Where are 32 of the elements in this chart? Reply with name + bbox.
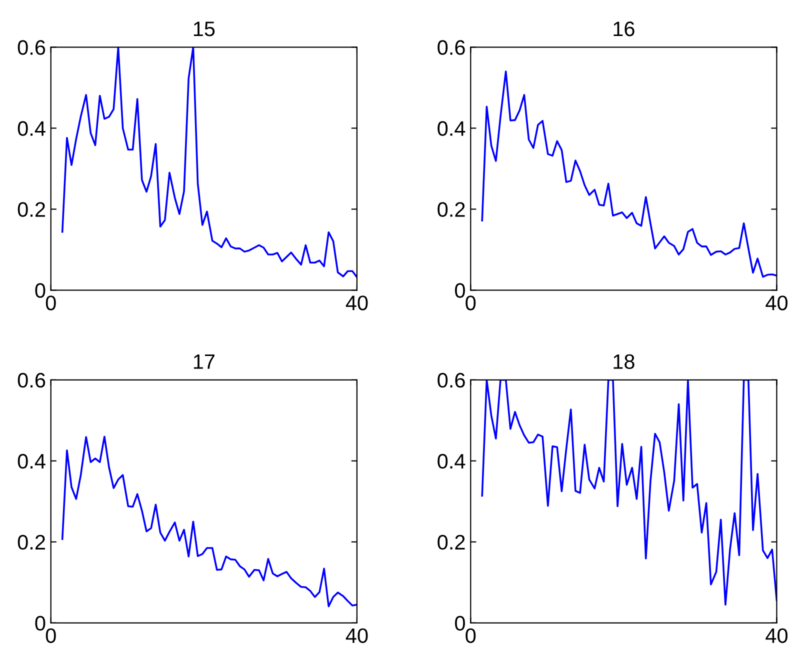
chart-title: 17 <box>194 354 214 369</box>
x-tick-label: 0 <box>46 628 56 644</box>
x-tick-label: 40 <box>346 296 368 310</box>
y-tick-label: 0.6 <box>18 40 46 55</box>
y-tick-label: 0.4 <box>438 454 466 469</box>
y-tick-label: 0.6 <box>438 40 465 55</box>
x-tick-label: 40 <box>766 296 788 310</box>
y-tick-label: 0.6 <box>18 372 46 388</box>
y-tick-label: 0 <box>455 283 465 298</box>
y-tick-label: 0 <box>455 616 465 631</box>
y-tick-label: 0.4 <box>438 121 466 136</box>
x-tick-label: 40 <box>346 628 368 644</box>
x-tick-label: 0 <box>466 296 476 310</box>
chart-title: 16 <box>614 22 634 36</box>
chart-title: 15 <box>194 22 215 36</box>
y-tick-label: 0.2 <box>18 534 45 550</box>
y-tick-label: 0.4 <box>18 454 46 469</box>
y-tick-label: 0.6 <box>438 372 465 388</box>
y-tick-label: 0.2 <box>438 534 465 550</box>
y-tick-label: 0.2 <box>438 202 465 217</box>
y-tick-label: 0.4 <box>18 121 46 136</box>
x-tick-label: 40 <box>766 628 788 644</box>
y-tick-label: 0 <box>35 283 46 298</box>
y-tick-label: 0.2 <box>18 202 45 217</box>
chart-title: 18 <box>614 354 634 369</box>
line-series <box>61 47 357 278</box>
line-series <box>481 70 777 278</box>
line-series <box>61 436 357 608</box>
line-series <box>481 380 777 606</box>
x-tick-label: 0 <box>466 628 476 644</box>
y-tick-label: 0 <box>35 616 46 631</box>
x-tick-label: 0 <box>46 296 56 310</box>
